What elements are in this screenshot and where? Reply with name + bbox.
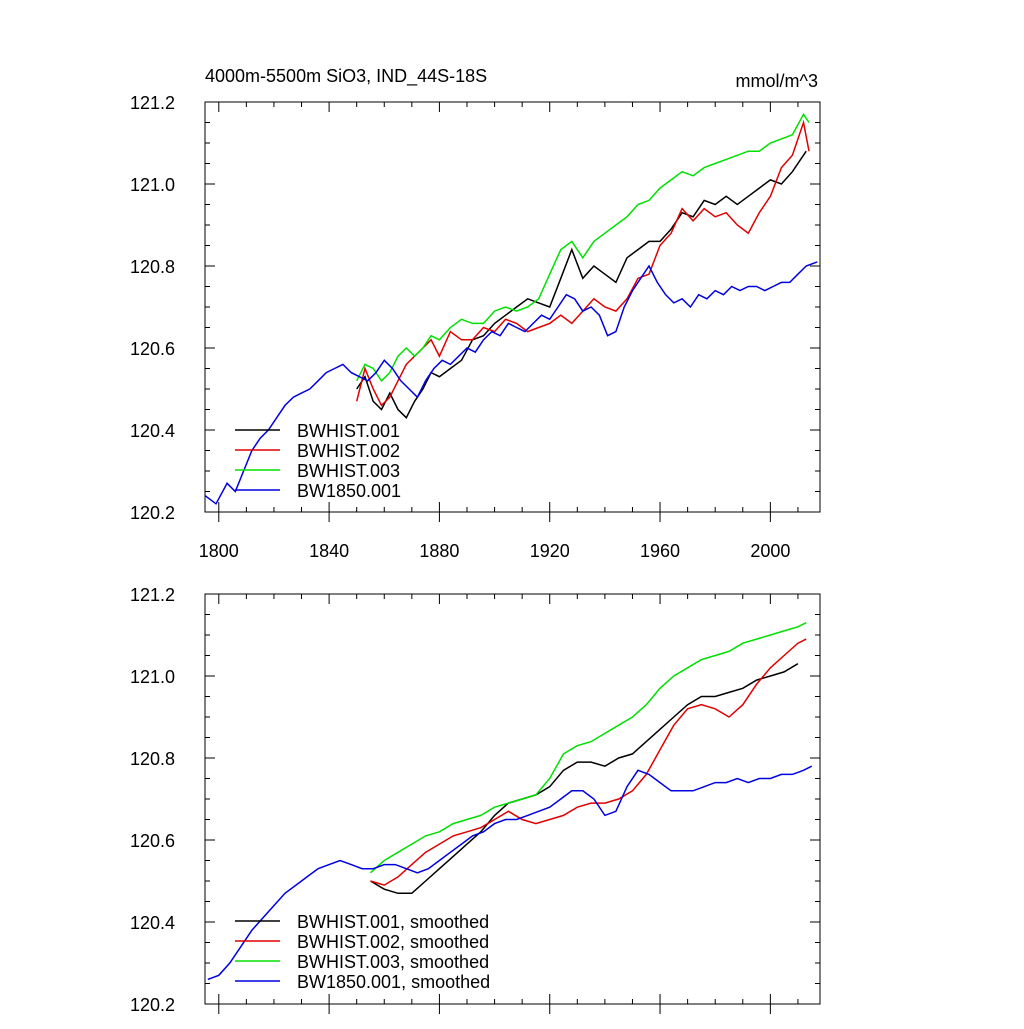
legend-label: BWHIST.003: [297, 461, 400, 481]
top-panel: 1800 1840 1880 1920 1960 2000 120.2 120.4 120.6 1…: [130, 93, 821, 561]
y-tick-label: 120.2: [130, 503, 175, 523]
legend-label: BW1850.001, smoothed: [297, 972, 490, 992]
y-tick-label: 120.6: [130, 831, 175, 851]
legend-label: BWHIST.001: [297, 421, 400, 441]
legend-label: BWHIST.002: [297, 441, 400, 461]
series-line-2: [370, 638, 807, 886]
x-tick-label: 1840: [309, 541, 349, 561]
x-tick-label: 1800: [199, 541, 239, 561]
series-line-4: [207, 765, 813, 981]
chart-units: mmol/m^3: [736, 71, 818, 91]
bottom-panel: 120.2 120.4 120.6 120.8 121.0 121.2 BWHIST.001…: [130, 585, 821, 1015]
y-tick-label: 120.4: [130, 421, 175, 441]
x-tick-label: 1920: [530, 541, 570, 561]
legend-label: BWHIST.002, smoothed: [297, 932, 489, 952]
series-line-3: [370, 622, 807, 874]
x-tick-label: 1960: [640, 541, 680, 561]
y-tick-label: 121.0: [130, 175, 175, 195]
x-tick-label: 2000: [750, 541, 790, 561]
series-line-1: [370, 663, 799, 895]
y-tick-label: 120.4: [130, 913, 175, 933]
y-tick-label: 121.2: [130, 93, 175, 113]
series-line-1: [356, 150, 807, 419]
legend-label: BWHIST.001, smoothed: [297, 912, 489, 932]
series-line-2: [355, 119, 810, 407]
y-tick-label: 120.8: [130, 257, 175, 277]
y-tick-label: 120.2: [130, 995, 175, 1015]
series-line-4: [205, 261, 818, 505]
chart-title: 4000m-5500m SiO3, IND_44S-18S: [205, 66, 487, 87]
y-tick-label: 121.2: [130, 585, 175, 605]
x-tick-label: 1880: [419, 541, 459, 561]
y-tick-label: 120.8: [130, 749, 175, 769]
series-line-3: [356, 112, 810, 382]
legend-label: BW1850.001: [297, 481, 401, 501]
y-tick-label: 120.6: [130, 339, 175, 359]
y-tick-label: 121.0: [130, 667, 175, 687]
legend-label: BWHIST.003, smoothed: [297, 952, 489, 972]
